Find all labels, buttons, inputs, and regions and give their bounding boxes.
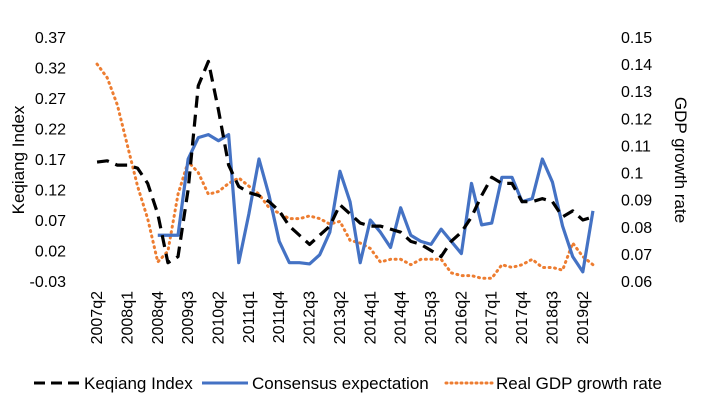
y2-tick-label: 0.15 — [621, 30, 652, 47]
x-tick-label: 2017q1 — [484, 291, 501, 344]
x-tick-label: 2011q4 — [271, 291, 288, 343]
x-tick-label: 2015q3 — [423, 291, 440, 344]
series-line-real-gdp-growth-rate — [95, 62, 595, 280]
y-tick-label: -0.03 — [30, 274, 67, 291]
y2-tick-label: 0.09 — [621, 193, 652, 210]
x-tick-label: 2007q2 — [89, 291, 106, 344]
y2-tick-label: 0.13 — [621, 84, 652, 101]
legend: Keqiang Index Consensus expectation Real… — [34, 374, 662, 393]
y-tick-label: 0.07 — [35, 213, 66, 230]
x-tick-label: 2009q3 — [180, 291, 197, 344]
x-tick-label: 2008q1 — [119, 291, 136, 344]
x-axis-tick-labels: 2007q2 2008q1 2008q4 2009q3 2010q2 2011q1 2011… — [89, 291, 592, 344]
y2-tick-label: 0.14 — [621, 57, 652, 74]
y2-tick-label: 0.08 — [621, 220, 652, 237]
y-tick-label: 0.32 — [35, 61, 66, 78]
y2-tick-label: 0.11 — [621, 138, 651, 155]
y-tick-label: 0.12 — [35, 183, 66, 200]
y-tick-label: 0.22 — [35, 122, 66, 139]
x-tick-label: 2019q2 — [575, 291, 592, 344]
y-tick-label: 0.37 — [35, 30, 66, 47]
secondary-y-axis-title: GDP growth rate — [671, 97, 690, 223]
legend-label-consensus-expectation: Consensus expectation — [252, 374, 429, 393]
legend-label-keqiang-index: Keqiang Index — [84, 374, 193, 393]
y-tick-label: 0.27 — [35, 91, 66, 108]
y-tick-label: 0.02 — [35, 244, 66, 261]
y2-tick-label: 0.12 — [621, 111, 652, 128]
legend-item-consensus-expectation[interactable]: Consensus expectation — [202, 374, 429, 393]
x-tick-label: 2012q3 — [302, 291, 319, 344]
x-tick-label: 2018q3 — [544, 291, 561, 344]
legend-item-real-gdp-growth-rate[interactable]: Real GDP growth rate — [444, 374, 662, 393]
x-tick-label: 2008q4 — [150, 291, 167, 344]
secondary-y-axis-tick-labels: 0.15 0.14 0.13 0.12 0.11 0.1 0.09 0.08 0.07 0.06 — [621, 30, 652, 291]
y2-tick-label: 0.06 — [621, 274, 652, 291]
plot-area — [95, 59, 595, 280]
x-tick-label: 2010q2 — [211, 291, 228, 344]
y-tick-label: 0.17 — [35, 152, 66, 169]
legend-item-keqiang-index[interactable]: Keqiang Index — [34, 374, 193, 393]
x-tick-label: 2017q4 — [514, 291, 531, 344]
y2-tick-label: 0.1 — [621, 166, 643, 183]
x-tick-label: 2016q2 — [453, 291, 470, 344]
x-tick-label: 2011q1 — [241, 291, 258, 343]
y-axis-title: Keqiang Index — [9, 105, 28, 214]
x-tick-label: 2013q2 — [332, 291, 349, 344]
y2-tick-label: 0.07 — [621, 247, 652, 264]
series-line-keqiang-index — [96, 59, 594, 265]
x-tick-label: 2014q4 — [393, 291, 410, 344]
series-line-consensus-expectation — [157, 133, 595, 274]
legend-label-real-gdp-growth-rate: Real GDP growth rate — [496, 374, 662, 393]
x-tick-label: 2014q1 — [362, 291, 379, 344]
y-axis-tick-labels: 0.37 0.32 0.27 0.22 0.17 0.12 0.07 0.02 -0.03 — [30, 30, 67, 291]
